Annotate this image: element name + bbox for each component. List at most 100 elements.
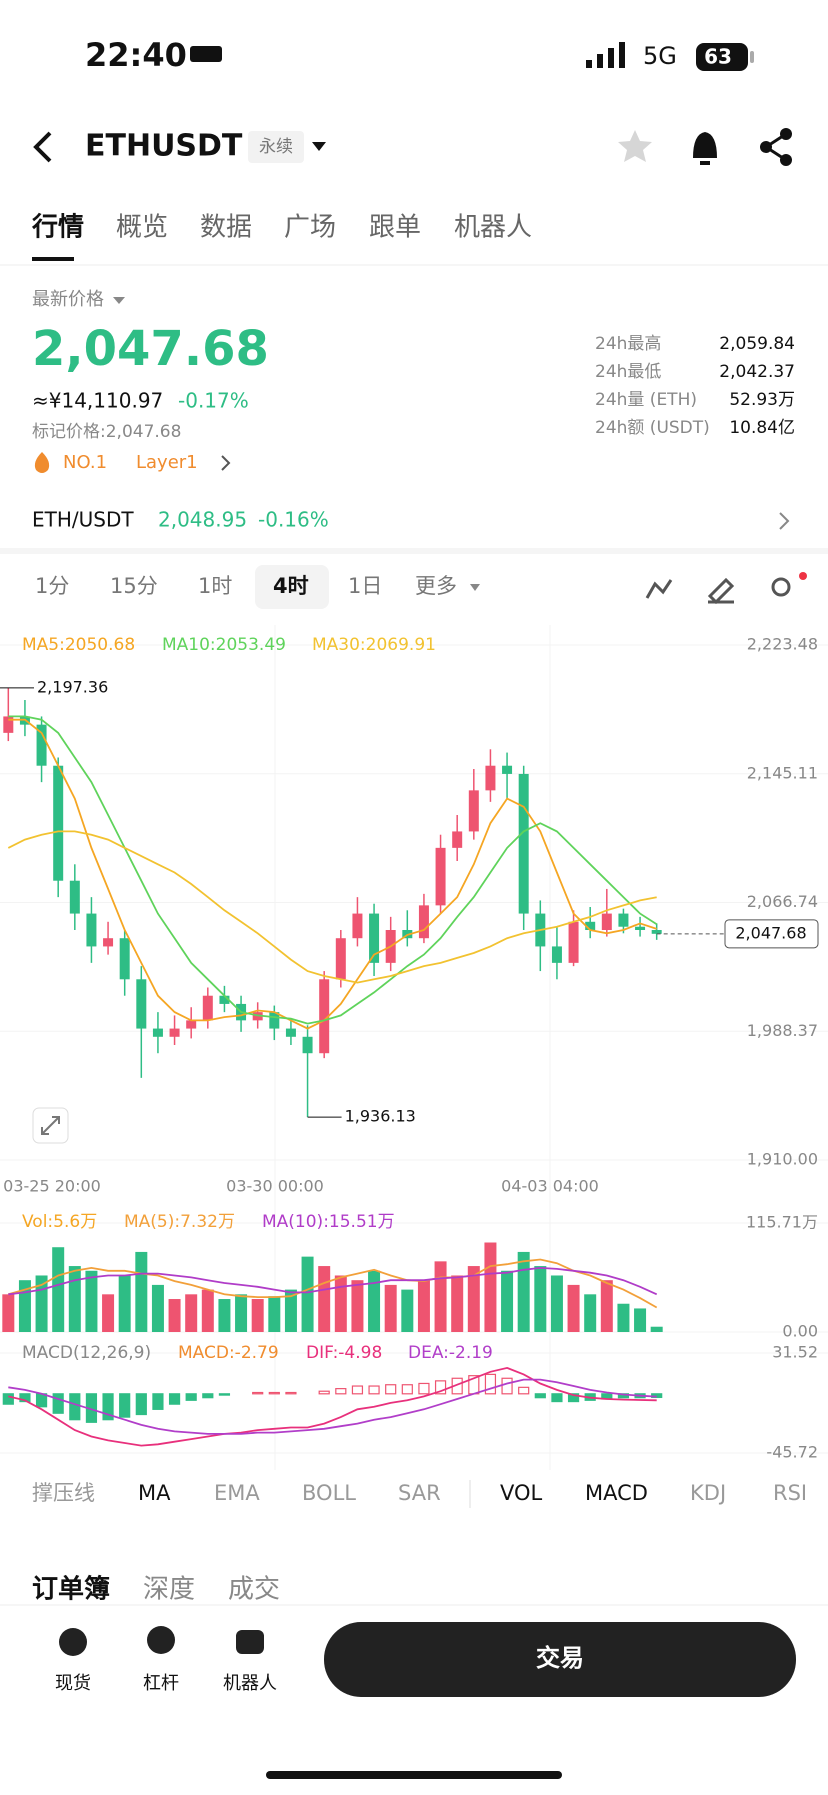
volume-bar (417, 1280, 430, 1332)
tab[interactable]: 机器人 (454, 213, 532, 243)
volume-bar (235, 1294, 248, 1332)
macd-bar (518, 1386, 530, 1395)
macd-bar (19, 1393, 31, 1403)
sector-tag: Layer1 (136, 452, 198, 473)
nav-icons (59, 1626, 264, 1656)
spot-price: 2,048.95 (158, 508, 247, 532)
macd-bar (401, 1384, 413, 1395)
symbol-dropdown[interactable] (312, 142, 326, 151)
volume-bar (85, 1270, 98, 1332)
volume-bar (534, 1266, 547, 1332)
tab[interactable]: 广场 (284, 213, 336, 243)
volume-bar (334, 1275, 347, 1332)
macd-bar (119, 1393, 131, 1418)
y-tick-label: 31.52 (772, 1343, 818, 1362)
indicator-tab[interactable]: 撑压线 (32, 1481, 95, 1505)
indicator-tab[interactable]: EMA (214, 1481, 260, 1505)
volume-ma-line (8, 1266, 658, 1296)
timeframe[interactable]: 1时 (198, 574, 232, 598)
book-tab[interactable]: 订单簿 (32, 1575, 110, 1605)
x-tick-label: 04-03 04:00 (501, 1177, 599, 1196)
indicator-tab[interactable]: MACD (585, 1481, 648, 1505)
indicator-tab[interactable]: KDJ (690, 1481, 726, 1505)
nav-item[interactable]: 机器人 (223, 1673, 277, 1694)
contract-badge: 永续 (259, 137, 293, 157)
volume-bar (102, 1294, 115, 1332)
spot-change: -0.16% (258, 508, 329, 532)
macd-line-legend: DEA:-2.19 (408, 1343, 493, 1363)
macd-line (8, 1378, 657, 1435)
indicator-tab[interactable]: BOLL (302, 1481, 356, 1505)
last-price-label: 2,047.68 (735, 923, 806, 942)
nav-item[interactable]: 杠杆 (143, 1673, 179, 1694)
volume-bar (484, 1242, 497, 1332)
volume-bar (550, 1275, 563, 1332)
volume-bar (218, 1299, 231, 1332)
mark-price: 标记价格:2,047.68 (32, 422, 181, 442)
macd-bar (252, 1391, 264, 1395)
indicator-tab[interactable]: MA (138, 1481, 171, 1505)
chevron[interactable] (221, 455, 231, 471)
ma-legend: MA30:2069.91 (312, 635, 436, 655)
volume-bar (584, 1294, 597, 1332)
volume-bar (284, 1289, 297, 1332)
expand-icon (41, 1116, 60, 1135)
macd-legend: MACD:-2.79 (178, 1343, 279, 1363)
candle-body (418, 905, 429, 939)
chevron[interactable] (779, 512, 790, 530)
timeframe[interactable]: 1分 (35, 574, 69, 598)
symbol: ETHUSDT (85, 129, 243, 164)
back-button[interactable] (33, 131, 52, 163)
volume-bar (501, 1270, 514, 1332)
dropdown-caret (113, 297, 125, 304)
stat-value: 10.84亿 (729, 418, 795, 438)
candle-body (319, 979, 330, 1054)
low-label: 1,936.13 (345, 1107, 416, 1126)
candle-body (36, 724, 47, 766)
candle-body (485, 765, 496, 791)
macd-bar (534, 1393, 546, 1399)
stat-value: 2,042.37 (719, 362, 795, 382)
volume-bar (351, 1280, 364, 1332)
price-change: -0.17% (178, 389, 249, 413)
indicator-tab[interactable]: RSI (773, 1481, 807, 1505)
volume-bar (2, 1294, 15, 1332)
volume-bar (517, 1251, 530, 1332)
candle-body (585, 921, 596, 931)
book-tab[interactable]: 深度 (143, 1575, 195, 1605)
section-gap (0, 548, 828, 554)
favorite-icon[interactable] (618, 130, 652, 162)
macd-bar (385, 1384, 397, 1395)
indicator-tab[interactable]: VOL (500, 1481, 543, 1505)
volume-bar (301, 1256, 314, 1332)
book-tab[interactable]: 成交 (228, 1575, 280, 1605)
indicator-tab[interactable]: SAR (398, 1481, 441, 1505)
chart-tools[interactable] (645, 577, 791, 605)
macd-bar (218, 1393, 231, 1396)
nav-item[interactable]: 现货 (55, 1673, 91, 1694)
macd-bar (185, 1393, 197, 1401)
timeframe[interactable]: 更多 (415, 574, 457, 598)
candle-body (103, 938, 114, 947)
macd-bar (351, 1385, 364, 1395)
timeframe[interactable]: 4时 (273, 574, 309, 598)
timeframe[interactable]: 1日 (348, 574, 382, 598)
status-icons (190, 42, 754, 71)
volume-bar (600, 1280, 613, 1332)
share-icon[interactable] (760, 128, 792, 166)
alert-icon[interactable] (693, 132, 717, 165)
more-caret (470, 584, 480, 591)
timeframe[interactable]: 15分 (110, 574, 158, 598)
volume-bar (68, 1266, 81, 1332)
y-tick-label: 0.00 (782, 1322, 818, 1341)
macd-bar (2, 1393, 14, 1405)
battery: 63 (704, 45, 732, 69)
last-price-box (724, 919, 819, 949)
volume-bar (634, 1308, 647, 1332)
badge-bg (248, 131, 304, 163)
tab[interactable]: 数据 (200, 213, 252, 243)
trade-button[interactable] (324, 1622, 796, 1697)
tab[interactable]: 行情 (31, 212, 84, 243)
tab[interactable]: 概览 (116, 213, 168, 243)
tab[interactable]: 跟单 (369, 213, 421, 243)
